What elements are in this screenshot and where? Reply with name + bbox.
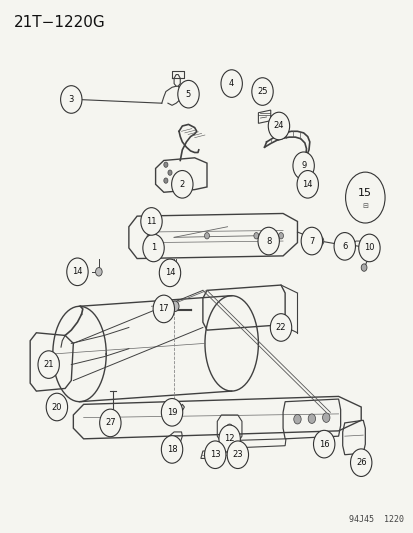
Circle shape bbox=[270, 314, 291, 341]
Circle shape bbox=[109, 413, 117, 423]
Text: 94J45  1220: 94J45 1220 bbox=[349, 515, 404, 523]
Circle shape bbox=[66, 258, 88, 286]
Circle shape bbox=[226, 424, 233, 432]
Circle shape bbox=[333, 232, 355, 260]
Circle shape bbox=[171, 301, 178, 312]
Circle shape bbox=[161, 399, 182, 426]
Text: 20: 20 bbox=[52, 402, 62, 411]
Text: 2: 2 bbox=[179, 180, 185, 189]
Circle shape bbox=[60, 86, 82, 114]
Circle shape bbox=[292, 152, 313, 180]
Circle shape bbox=[177, 80, 199, 108]
Circle shape bbox=[161, 435, 182, 463]
Circle shape bbox=[168, 170, 172, 175]
Circle shape bbox=[334, 239, 342, 249]
Circle shape bbox=[345, 172, 384, 223]
Text: 19: 19 bbox=[166, 408, 177, 417]
Text: 12: 12 bbox=[224, 434, 234, 443]
Circle shape bbox=[358, 234, 379, 262]
Text: 14: 14 bbox=[302, 180, 312, 189]
Text: 22: 22 bbox=[275, 323, 285, 332]
Circle shape bbox=[140, 208, 162, 235]
Text: 26: 26 bbox=[355, 458, 366, 467]
Text: 13: 13 bbox=[209, 450, 220, 459]
Circle shape bbox=[145, 219, 152, 227]
Circle shape bbox=[313, 430, 334, 458]
Text: 7: 7 bbox=[309, 237, 314, 246]
Circle shape bbox=[218, 425, 240, 453]
Circle shape bbox=[38, 351, 59, 378]
Circle shape bbox=[307, 414, 315, 423]
Text: 10: 10 bbox=[363, 244, 374, 253]
Text: 15: 15 bbox=[358, 188, 371, 198]
Text: 27: 27 bbox=[105, 418, 115, 427]
Circle shape bbox=[95, 268, 102, 276]
Circle shape bbox=[147, 233, 152, 240]
Circle shape bbox=[278, 232, 283, 239]
Text: 6: 6 bbox=[341, 242, 347, 251]
Text: 16: 16 bbox=[318, 440, 329, 449]
Circle shape bbox=[253, 232, 258, 239]
Circle shape bbox=[251, 78, 273, 106]
Text: 9: 9 bbox=[300, 161, 306, 170]
Text: 8: 8 bbox=[266, 237, 271, 246]
Text: 21T−1220G: 21T−1220G bbox=[14, 14, 105, 30]
Circle shape bbox=[350, 449, 371, 477]
Circle shape bbox=[322, 413, 329, 422]
Circle shape bbox=[300, 227, 322, 255]
Text: 4: 4 bbox=[228, 79, 234, 88]
Text: 14: 14 bbox=[72, 268, 83, 276]
Circle shape bbox=[46, 393, 67, 421]
Text: 3: 3 bbox=[69, 95, 74, 104]
Circle shape bbox=[166, 266, 173, 275]
Circle shape bbox=[171, 171, 192, 198]
Text: 11: 11 bbox=[146, 217, 157, 226]
Text: 25: 25 bbox=[256, 87, 267, 96]
Circle shape bbox=[204, 441, 225, 469]
Circle shape bbox=[142, 234, 164, 262]
Text: 21: 21 bbox=[43, 360, 54, 369]
Circle shape bbox=[297, 171, 318, 198]
Circle shape bbox=[164, 162, 168, 167]
Circle shape bbox=[176, 408, 181, 414]
Text: ⊟: ⊟ bbox=[361, 203, 368, 208]
Text: 17: 17 bbox=[158, 304, 169, 313]
Circle shape bbox=[153, 295, 174, 322]
Circle shape bbox=[316, 236, 323, 246]
Circle shape bbox=[257, 227, 279, 255]
Circle shape bbox=[293, 415, 300, 424]
Text: 24: 24 bbox=[273, 122, 284, 131]
Circle shape bbox=[100, 409, 121, 437]
Circle shape bbox=[204, 232, 209, 239]
Circle shape bbox=[268, 112, 289, 140]
Text: 14: 14 bbox=[164, 268, 175, 277]
Text: 23: 23 bbox=[232, 450, 242, 459]
Circle shape bbox=[227, 441, 248, 469]
Text: 18: 18 bbox=[166, 445, 177, 454]
Circle shape bbox=[360, 264, 366, 271]
Circle shape bbox=[49, 356, 59, 368]
Circle shape bbox=[221, 70, 242, 98]
Text: 1: 1 bbox=[151, 244, 156, 253]
Text: 5: 5 bbox=[185, 90, 191, 99]
Circle shape bbox=[164, 178, 168, 183]
Circle shape bbox=[159, 259, 180, 287]
